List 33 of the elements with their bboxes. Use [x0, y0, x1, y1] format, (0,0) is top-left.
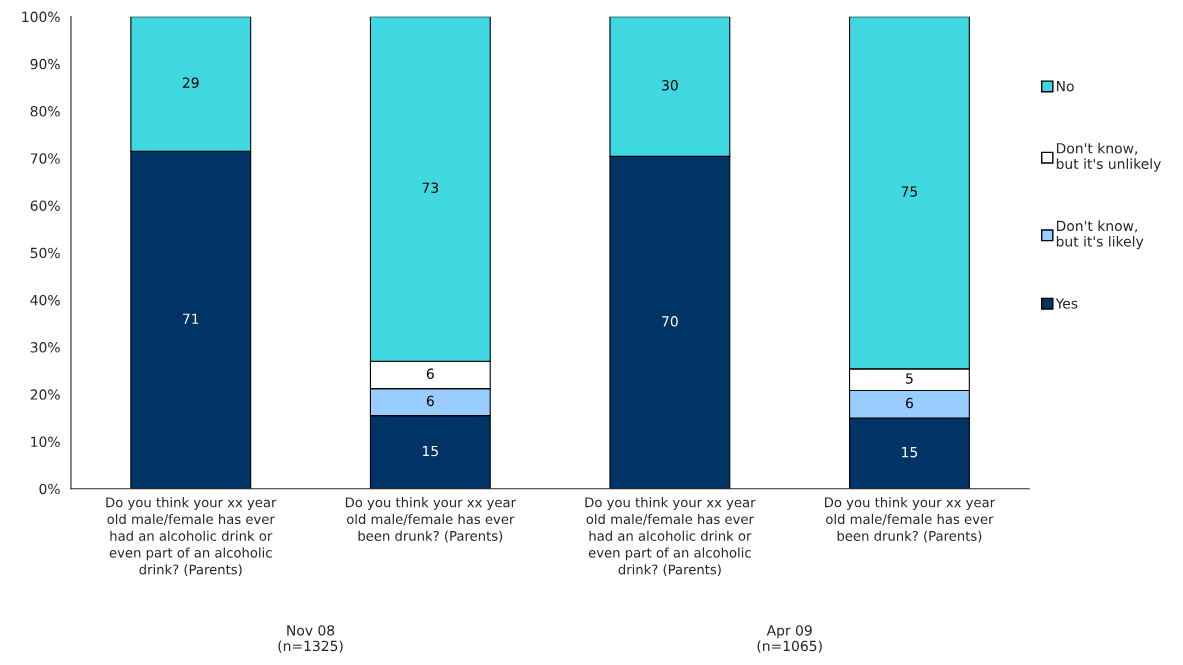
y-tick-label: 10%: [31, 436, 60, 448]
y-tick-label: 90%: [30, 58, 60, 70]
data-label: 6: [426, 395, 434, 407]
data-label: 5: [906, 373, 913, 384]
data-label: 6: [426, 368, 434, 380]
y-tick-label: 80%: [30, 106, 60, 117]
x-tick-label: Do you think your xx year old male/female has ever had an alcoholic drink or even part of an alcoholic drink? (Parents): [585, 497, 756, 576]
data-label: 29: [182, 77, 199, 88]
x-tick-label: Do you think your xx year old male/female has ever been drunk? (Parents): [345, 497, 516, 543]
text: Nov 08 (n=1325): [278, 625, 343, 653]
y-tick-label: 50%: [30, 247, 60, 259]
y-tick-label: 20%: [30, 389, 60, 400]
y-tick-label: 40%: [30, 294, 60, 306]
y-tick-label: 0%: [39, 483, 60, 495]
legend-label: No: [1056, 81, 1074, 92]
data-label: 6: [905, 397, 913, 409]
legend-label: Don't know, but it's unlikely: [1056, 142, 1161, 172]
legend-label: Yes: [1055, 298, 1078, 309]
y-tick-label: 60%: [30, 200, 60, 211]
data-label: 70: [662, 316, 678, 327]
legend-label: Don't know, but it's likely: [1056, 220, 1144, 250]
x-tick-label: Do you think your xx year old male/female has ever had an alcoholic drink or even part of an alcoholic drink? (Parents): [106, 497, 277, 576]
x-tick-label: Do you think your xx year old male/female has ever been drunk? (Parents): [825, 497, 996, 543]
y-tick-label: 70%: [30, 153, 60, 164]
data-label: 30: [662, 80, 678, 91]
data-label: 71: [183, 313, 199, 324]
y-tick-label: 30%: [30, 342, 60, 353]
text: Apr 09 (n=1065): [757, 625, 822, 653]
data-label: 75: [901, 186, 918, 197]
data-label: 15: [902, 447, 918, 458]
y-tick-label: 100%: [22, 11, 60, 23]
data-label: 73: [422, 182, 439, 193]
data-label: 15: [423, 445, 438, 457]
